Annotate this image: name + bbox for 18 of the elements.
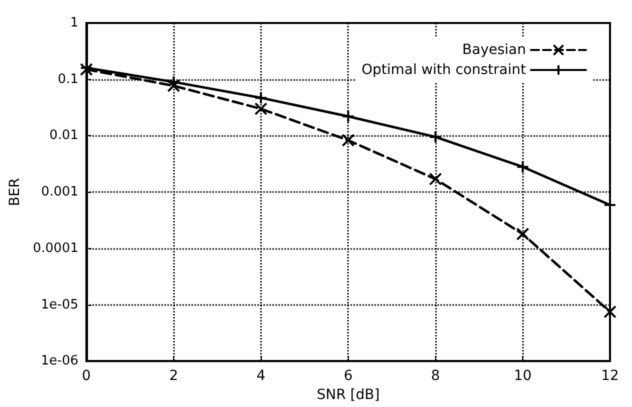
y-tick-label: 1 xyxy=(70,16,78,30)
x-tick-label: 10 xyxy=(514,368,532,384)
x-tick-label: 0 xyxy=(82,368,91,384)
y-tick-label: 0.01 xyxy=(49,128,78,144)
y-tick-label: 0.001 xyxy=(41,184,78,200)
x-axis-title: SNR [dB] xyxy=(316,387,380,403)
y-tick-label: 0.0001 xyxy=(32,240,78,256)
legend-label: Optimal with constraint xyxy=(362,62,527,78)
legend-label: Bayesian xyxy=(462,42,526,58)
x-tick-label: 2 xyxy=(169,368,178,384)
x-tick-label: 8 xyxy=(431,368,440,384)
y-tick-label: 0.1 xyxy=(58,72,78,87)
y-axis-title: BER xyxy=(7,178,23,206)
x-tick-label: 4 xyxy=(256,368,266,384)
y-tick-label: 1e-06 xyxy=(40,354,78,369)
x-tick-label: 12 xyxy=(601,368,619,384)
y-tick-label: 1e-05 xyxy=(40,297,78,312)
x-tick-label: 6 xyxy=(344,368,353,384)
